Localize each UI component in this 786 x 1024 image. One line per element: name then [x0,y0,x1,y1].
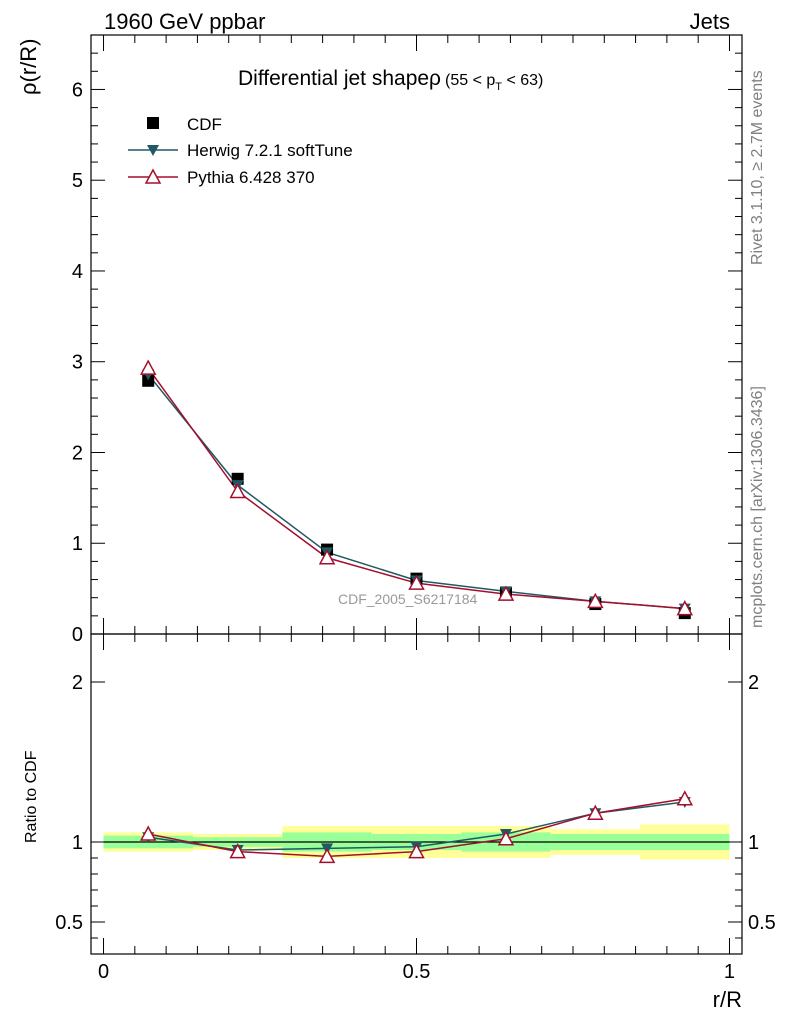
main-point-cdf [142,374,155,387]
chart-title-range-sub: T [495,81,502,93]
main-line-pythia [147,367,685,610]
ratio-point-pythia [318,847,336,864]
legend-marker-cdf [147,117,159,129]
legend: CDF Herwig 7.2.1 softTune Pythia 6.428 3… [128,115,353,187]
ratio-point-pythia [408,843,425,859]
main-y-tick-label: 3 [72,352,83,374]
ratio-point-pythia [676,790,694,806]
legend-marker-herwig [147,145,159,156]
legend-label-cdf: CDF [187,115,222,134]
energy-label: 1960 GeV ppbar [104,9,265,34]
chart-title-range-end: < 63) [502,72,543,89]
main-y-tick-label: 6 [72,79,83,101]
ratio-point-pythia [587,804,604,820]
legend-label-herwig: Herwig 7.2.1 softTune [187,141,353,160]
ratio-y-tick-label-left: 2 [72,672,83,694]
main-y-tick-label: 0 [72,624,83,646]
main-point-pythia [229,482,246,499]
chart-title: Differential jet shapeρ (55 < pT < 63) [238,67,543,93]
ratio-frame [90,633,743,955]
main-point-pythia [139,359,157,375]
ratio-bands [103,824,730,860]
main-y-tick-label: 5 [72,170,83,192]
main-point-pythia [408,574,425,590]
main-series [139,359,694,620]
main-y-axis-title: ρ(r/R) [16,39,41,96]
rivet-label: Rivet 3.1.10, ≥ 2.7M events [749,70,766,265]
ratio-y-tick-label-right: 2 [748,672,759,694]
main-y-tick-label: 4 [72,261,83,283]
main-x-ticks [103,35,730,634]
ratio-plot: 0.5 0.51 12 2 0 0.5 1 Ratio to CDF r/R [23,633,776,1012]
x-tick-label: 0.5 [403,961,431,983]
ratio-y-tick-label-left: 1 [72,832,83,854]
ratio-point-pythia [139,825,157,841]
main-plot: 0 1 2 3 4 5 6 ρ(r/R) Differential jet shapeρ (5… [16,34,743,646]
main-y-axis: 0 1 2 3 4 5 6 [72,52,742,646]
main-point-pythia [587,592,604,609]
category-label: Jets [690,9,730,34]
chart-title-main: Differential jet shapeρ [238,67,441,90]
main-y-tick-label: 1 [72,533,83,555]
ratio-y-tick-label-left: 0.5 [55,912,83,934]
mcplots-label: mcplots.cern.ch [arXiv:1306.3436] [749,386,766,628]
legend-marker-pythia [144,168,162,184]
x-axis-title: r/R [713,987,742,1012]
main-point-pythia [318,549,336,565]
ratio-y-tick-label-right: 1 [748,832,759,854]
main-point-pythia [497,585,515,601]
analysis-watermark: CDF_2005_S6217184 [338,591,478,607]
x-tick-label: 1 [724,961,735,983]
x-tick-label: 0 [98,961,109,983]
ratio-point-pythia [229,843,246,859]
ratio-x-axis: 0 0.5 1 [98,634,735,983]
main-y-tick-label: 2 [72,442,83,464]
legend-label-pythia: Pythia 6.428 370 [187,168,315,187]
ratio-y-tick-label-right: 0.5 [748,912,776,934]
ratio-y-axis: 0.5 0.5 1 1 2 2 [55,672,776,939]
ratio-point-pythia [497,830,515,846]
main-point-pythia [676,600,694,616]
ratio-y-axis-title: Ratio to CDF [23,750,40,843]
ratio-series [139,790,694,864]
chart-title-range: (55 < p [445,72,495,89]
